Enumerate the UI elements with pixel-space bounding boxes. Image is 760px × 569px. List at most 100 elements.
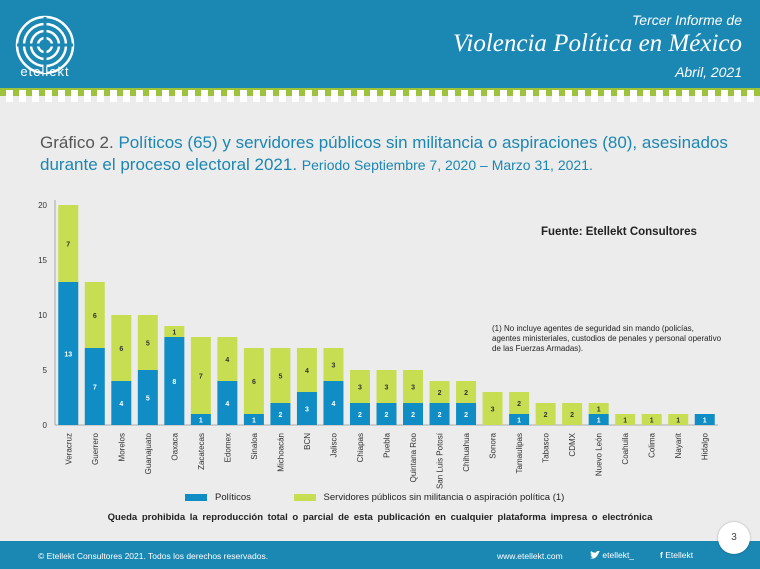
bar-politicos bbox=[164, 337, 185, 425]
x-tick-label: Hidalgo bbox=[701, 432, 710, 460]
data-label: 3 bbox=[491, 407, 495, 414]
x-tick-label: Michoacán bbox=[276, 433, 285, 472]
bar-politicos bbox=[217, 381, 238, 425]
disclaimer: Queda prohibida la reproducción total o … bbox=[107, 512, 653, 523]
x-tick-label: Coahuila bbox=[621, 432, 630, 464]
bar-servidores bbox=[376, 370, 397, 403]
y-tick-label: 10 bbox=[38, 311, 47, 320]
x-tick-label: BCN bbox=[303, 433, 312, 450]
bar-servidores bbox=[482, 392, 503, 425]
x-tick-label: Veracruz bbox=[64, 433, 73, 465]
data-label: 13 bbox=[64, 352, 72, 359]
bar-servidores bbox=[535, 403, 556, 425]
data-label: 3 bbox=[385, 385, 389, 392]
data-label: 1 bbox=[517, 418, 521, 425]
bar-politicos bbox=[509, 414, 530, 425]
footer-website-link[interactable]: www.etellekt.com bbox=[497, 551, 563, 561]
footer-facebook-link[interactable]: f Etellekt bbox=[660, 550, 693, 560]
x-tick-label: Chihuahua bbox=[462, 432, 471, 471]
chart-title-main: Políticos (65) y servidores públicos sin… bbox=[40, 133, 728, 174]
data-label: 7 bbox=[93, 385, 97, 392]
bar-servidores bbox=[323, 348, 344, 381]
bar-politicos bbox=[694, 414, 715, 425]
footer-facebook-name: Etellekt bbox=[665, 550, 694, 560]
legend-label-servidores: Servidores públicos sin militancia o asp… bbox=[323, 492, 565, 503]
bar-politicos bbox=[588, 414, 609, 425]
bar-politicos bbox=[349, 403, 370, 425]
report-subtitle: Tercer Informe de bbox=[632, 12, 742, 28]
x-tick-label: Sonora bbox=[489, 432, 498, 458]
y-tick-label: 20 bbox=[38, 201, 47, 210]
bar-servidores bbox=[509, 392, 530, 414]
x-tick-label: CDMX bbox=[568, 432, 577, 456]
data-label: 2 bbox=[438, 412, 442, 419]
bar-servidores bbox=[641, 414, 662, 425]
legend-item-servidores: Servidores públicos sin militancia o asp… bbox=[293, 492, 565, 503]
x-tick-label: Puebla bbox=[383, 432, 392, 457]
x-tick-label: Tamaulipas bbox=[515, 433, 524, 473]
data-label: 4 bbox=[305, 368, 309, 375]
data-label: 6 bbox=[119, 346, 123, 353]
header: etellekt Tercer Informe de Violencia Pol… bbox=[0, 0, 760, 88]
legend-swatch-politicos bbox=[185, 493, 207, 501]
y-tick-label: 15 bbox=[38, 256, 47, 265]
data-label: 6 bbox=[93, 313, 97, 320]
data-label: 1 bbox=[252, 418, 256, 425]
bar-servidores bbox=[615, 414, 636, 425]
y-tick-label: 0 bbox=[43, 421, 48, 430]
x-tick-label: Guerrero bbox=[91, 432, 100, 465]
legend-swatch-servidores bbox=[293, 493, 316, 501]
data-label: 7 bbox=[66, 242, 70, 249]
x-tick-label: Sinaloa bbox=[250, 432, 259, 459]
bar-servidores bbox=[668, 414, 689, 425]
bar-servidores bbox=[349, 370, 370, 403]
chart-title-period: Periodo Septiembre 7, 2020 – Marzo 31, 2… bbox=[301, 157, 593, 173]
data-label: 3 bbox=[332, 363, 336, 370]
footer-twitter-handle: etellekt_ bbox=[602, 550, 635, 560]
x-tick-label: Chiapas bbox=[356, 433, 365, 462]
data-label: 2 bbox=[517, 401, 521, 408]
bar-servidores bbox=[137, 315, 158, 370]
data-label: 5 bbox=[278, 374, 282, 381]
chart-source: Fuente: Etellekt Consultores bbox=[541, 226, 697, 238]
data-label: 4 bbox=[225, 401, 229, 408]
x-tick-label: Zacatecas bbox=[197, 433, 206, 470]
bar-politicos bbox=[243, 414, 264, 425]
bar-servidores bbox=[217, 337, 238, 381]
data-label: 2 bbox=[464, 412, 468, 419]
labyrinth-logo-icon bbox=[15, 15, 75, 75]
bar-politicos bbox=[429, 403, 450, 425]
data-label: 2 bbox=[411, 412, 415, 419]
data-label: 2 bbox=[278, 412, 282, 419]
bar-politicos bbox=[190, 414, 211, 425]
bar-politicos bbox=[456, 403, 477, 425]
bar-politicos bbox=[296, 392, 317, 425]
data-label: 3 bbox=[411, 385, 415, 392]
data-label: 5 bbox=[146, 341, 150, 348]
bar-servidores bbox=[403, 370, 424, 403]
data-label: 2 bbox=[385, 412, 389, 419]
stacked-bar-chart: 05101520137Veracruz76Guerrero46Morelos55… bbox=[38, 200, 718, 489]
legend-item-politicos: Políticos bbox=[185, 492, 254, 503]
x-tick-label: Quintana Roo bbox=[409, 432, 418, 482]
bar-servidores bbox=[562, 403, 583, 425]
report-title: Violencia Política en México bbox=[452, 30, 742, 57]
footer-twitter-link[interactable]: etellekt_ bbox=[590, 550, 634, 560]
footer: © Etellekt Consultores 2021. Todos los d… bbox=[0, 541, 760, 569]
data-label: 1 bbox=[676, 418, 680, 425]
bar-servidores bbox=[429, 381, 450, 403]
data-label: 1 bbox=[703, 418, 707, 425]
data-label: 4 bbox=[332, 401, 336, 408]
data-label: 3 bbox=[358, 385, 362, 392]
x-tick-label: Jalisco bbox=[329, 432, 338, 457]
data-label: 2 bbox=[358, 412, 362, 419]
data-label: 5 bbox=[146, 396, 150, 403]
bar-servidores bbox=[296, 348, 317, 392]
y-tick-label: 5 bbox=[43, 366, 48, 375]
report-date: Abril, 2021 bbox=[675, 64, 742, 80]
data-label: 6 bbox=[252, 379, 256, 386]
chart-footnote: (1) No incluye agentes de seguridad sin … bbox=[492, 324, 722, 353]
bar-politicos bbox=[137, 370, 158, 425]
x-tick-label: Oaxaca bbox=[170, 432, 179, 460]
bar-politicos bbox=[111, 381, 132, 425]
